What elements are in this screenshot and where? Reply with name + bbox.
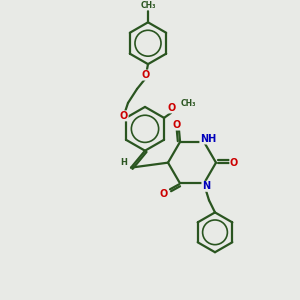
Text: O: O <box>160 189 168 199</box>
Text: CH₃: CH₃ <box>181 99 196 108</box>
Text: O: O <box>142 70 150 80</box>
Text: O: O <box>173 120 181 130</box>
Text: NH: NH <box>200 134 216 144</box>
Text: O: O <box>120 111 128 121</box>
Text: CH₃: CH₃ <box>140 1 156 10</box>
Text: O: O <box>168 103 176 113</box>
Text: O: O <box>230 158 238 168</box>
Text: H: H <box>121 158 128 167</box>
Text: N: N <box>202 181 210 191</box>
